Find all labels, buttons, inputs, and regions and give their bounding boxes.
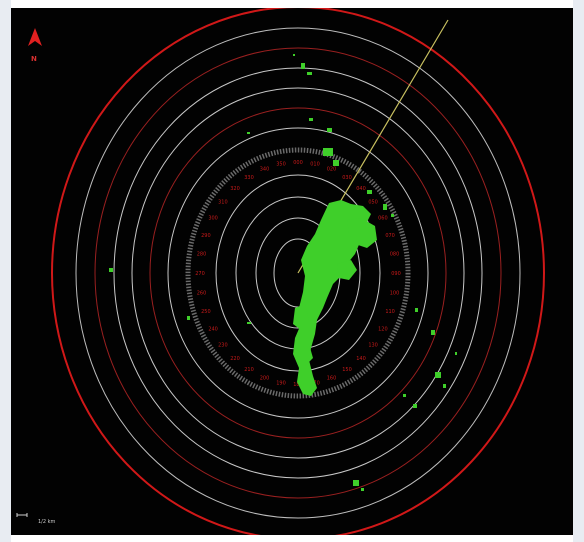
bearing-label: 240 bbox=[208, 327, 218, 333]
north-label: N bbox=[31, 55, 37, 63]
bearing-label: 140 bbox=[356, 356, 366, 362]
bearing-label: 150 bbox=[342, 367, 352, 373]
bearing-label: 220 bbox=[230, 356, 240, 362]
bearing-label: 000 bbox=[293, 160, 303, 166]
radar-echo-landmass bbox=[293, 200, 377, 396]
range-scale-label: 1/2 km bbox=[38, 519, 56, 525]
bearing-label: 230 bbox=[218, 342, 228, 348]
bearing-label: 350 bbox=[276, 162, 286, 168]
bearing-label: 290 bbox=[201, 233, 211, 239]
bearing-label: 190 bbox=[276, 380, 286, 386]
radar-display[interactable]: 000 010 020 030 040 050 060 070 080 090 100 110 120 1… bbox=[11, 8, 573, 535]
bearing-label: 300 bbox=[208, 216, 218, 222]
range-ring bbox=[149, 107, 447, 439]
inner-range-ring bbox=[215, 174, 381, 372]
north-arrow-icon bbox=[28, 28, 42, 46]
bearing-label: 120 bbox=[378, 327, 388, 333]
bearing-label: 210 bbox=[244, 367, 254, 373]
bearing-label: 030 bbox=[342, 175, 352, 181]
bearing-label: 250 bbox=[201, 309, 211, 315]
bearing-label: 310 bbox=[218, 200, 228, 206]
bearing-label: 080 bbox=[390, 252, 400, 258]
range-ring bbox=[113, 67, 483, 479]
outer-range-ring bbox=[51, 8, 545, 535]
bearing-label: 200 bbox=[260, 375, 270, 381]
bearing-label: 130 bbox=[368, 342, 378, 348]
radar-scope: 000 010 020 030 040 050 060 070 080 090 100 110 120 1… bbox=[16, 8, 545, 535]
bearing-label: 160 bbox=[327, 375, 337, 381]
page-margin-left bbox=[0, 0, 11, 542]
bearing-label: 010 bbox=[310, 162, 320, 168]
bearing-label: 050 bbox=[368, 200, 378, 206]
bearing-scale: 000 010 020 030 040 050 060 070 080 090 100 110 120 1… bbox=[195, 160, 401, 388]
bearing-label: 280 bbox=[197, 252, 207, 258]
bearing-label: 070 bbox=[385, 233, 395, 239]
bearing-label: 330 bbox=[244, 175, 254, 181]
page-margin-right bbox=[573, 0, 584, 542]
bearing-label: 260 bbox=[197, 290, 207, 296]
bearing-label: 110 bbox=[385, 309, 395, 315]
bearing-label: 180 bbox=[293, 382, 303, 388]
range-ring bbox=[167, 127, 429, 419]
range-ring bbox=[75, 27, 521, 519]
bearing-label: 040 bbox=[356, 186, 366, 192]
bearing-label: 020 bbox=[327, 167, 337, 173]
bearing-label: 270 bbox=[195, 271, 205, 277]
range-ring bbox=[94, 47, 502, 499]
bearing-label: 090 bbox=[391, 271, 401, 277]
bearing-label: 320 bbox=[230, 186, 240, 192]
bearing-label: 100 bbox=[390, 290, 400, 296]
bearing-scale-ring bbox=[185, 147, 411, 399]
bearing-label: 060 bbox=[378, 216, 388, 222]
bearing-label: 340 bbox=[260, 167, 270, 173]
range-scale-bar-icon bbox=[16, 513, 28, 517]
range-ring bbox=[131, 87, 465, 459]
radar-echo-targets bbox=[109, 54, 457, 491]
